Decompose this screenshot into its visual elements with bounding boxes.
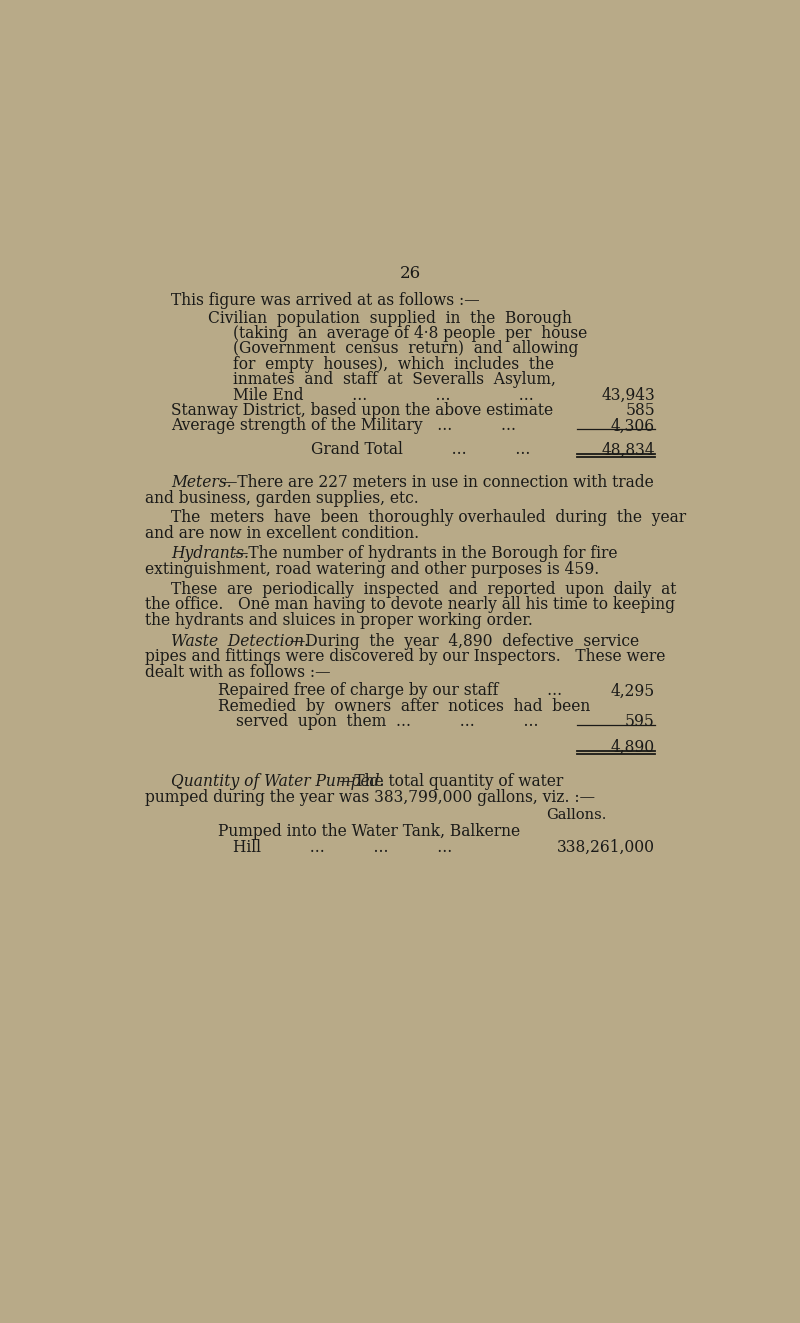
Text: 48,834: 48,834	[602, 442, 655, 458]
Text: pumped during the year was 383,799,000 gallons, viz. :—: pumped during the year was 383,799,000 g…	[145, 789, 594, 806]
Text: 4,890: 4,890	[610, 738, 655, 755]
Text: pipes and fittings were discovered by our Inspectors.   These were: pipes and fittings were discovered by ou…	[145, 648, 665, 665]
Text: 4,306: 4,306	[610, 418, 655, 434]
Text: and are now in excellent condition.: and are now in excellent condition.	[145, 524, 418, 541]
Text: (Government  census  return)  and  allowing: (Government census return) and allowing	[234, 340, 578, 357]
Text: Quantity of Water Pumped.: Quantity of Water Pumped.	[171, 773, 385, 790]
Text: —The total quantity of water: —The total quantity of water	[338, 773, 563, 790]
Text: —The number of hydrants in the Borough for fire: —The number of hydrants in the Borough f…	[234, 545, 618, 562]
Text: 338,261,000: 338,261,000	[557, 839, 655, 856]
Text: 4,295: 4,295	[610, 683, 655, 700]
Text: Remedied  by  owners  after  notices  had  been: Remedied by owners after notices had bee…	[218, 697, 590, 714]
Text: Waste  Detection.: Waste Detection.	[171, 634, 309, 650]
Text: Mile End          ...              ...              ...: Mile End ... ... ...	[234, 386, 534, 404]
Text: Civilian  population  supplied  in  the  Borough: Civilian population supplied in the Boro…	[209, 310, 572, 327]
Text: —During  the  year  4,890  defective  service: —During the year 4,890 defective service	[290, 634, 639, 650]
Text: the hydrants and sluices in proper working order.: the hydrants and sluices in proper worki…	[145, 611, 533, 628]
Text: Hill          ...          ...          ...: Hill ... ... ...	[234, 839, 453, 856]
Text: and business, garden supplies, etc.: and business, garden supplies, etc.	[145, 490, 418, 507]
Text: Pumped into the Water Tank, Balkerne: Pumped into the Water Tank, Balkerne	[218, 823, 520, 840]
Text: These  are  periodically  inspected  and  reported  upon  daily  at: These are periodically inspected and rep…	[171, 581, 677, 598]
Text: the office.   One man having to devote nearly all his time to keeping: the office. One man having to devote nea…	[145, 597, 674, 613]
Text: Repaired free of charge by our staff          ...: Repaired free of charge by our staff ...	[218, 683, 562, 700]
Text: 585: 585	[625, 402, 655, 419]
Text: The  meters  have  been  thoroughly overhauled  during  the  year: The meters have been thoroughly overhaul…	[171, 509, 686, 527]
Text: 595: 595	[625, 713, 655, 730]
Text: Grand Total          ...          ...: Grand Total ... ...	[310, 442, 530, 458]
Text: 43,943: 43,943	[601, 386, 655, 404]
Text: (taking  an  average of 4·8 people  per  house: (taking an average of 4·8 people per hou…	[234, 325, 587, 343]
Text: Gallons.: Gallons.	[546, 808, 606, 822]
Text: served  upon  them  ...          ...          ...: served upon them ... ... ...	[237, 713, 539, 730]
Text: Average strength of the Military   ...          ...: Average strength of the Military ... ...	[171, 418, 516, 434]
Text: inmates  and  staff  at  Severalls  Asylum,: inmates and staff at Severalls Asylum,	[234, 372, 556, 388]
Text: 26: 26	[399, 265, 421, 282]
Text: Hydrants.: Hydrants.	[171, 545, 249, 562]
Text: dealt with as follows :—: dealt with as follows :—	[145, 664, 330, 681]
Text: extinguishment, road watering and other purposes is 459.: extinguishment, road watering and other …	[145, 561, 599, 578]
Text: This figure was arrived at as follows :—: This figure was arrived at as follows :—	[171, 292, 480, 310]
Text: —There are 227 meters in use in connection with trade: —There are 227 meters in use in connecti…	[222, 475, 654, 491]
Text: for  empty  houses),  which  includes  the: for empty houses), which includes the	[234, 356, 554, 373]
Text: Stanway District, based upon the above estimate: Stanway District, based upon the above e…	[171, 402, 554, 419]
Text: Meters.: Meters.	[171, 475, 232, 491]
